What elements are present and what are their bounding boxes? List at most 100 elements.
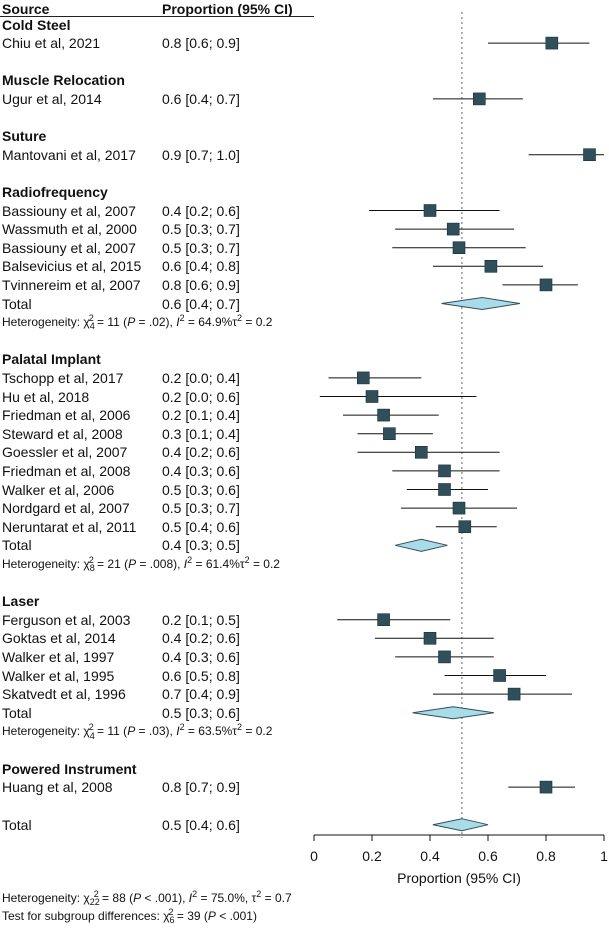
study-estimate-square bbox=[438, 650, 451, 664]
het-i-text: = 63.5%τ bbox=[184, 724, 238, 739]
x-axis-title: Proportion (95% CI) bbox=[397, 870, 521, 886]
het-df: 4 bbox=[89, 730, 95, 741]
study-estimate-square bbox=[414, 445, 428, 459]
het-tau-square: 2 bbox=[256, 889, 262, 899]
subgroup-title: Palatal Implant bbox=[2, 351, 101, 368]
het-p-text: < .001), bbox=[141, 891, 189, 905]
study-ci: 0.6 [0.4; 0.8] bbox=[162, 258, 240, 275]
het-p-text: = .02), bbox=[135, 315, 177, 330]
study-estimate-square bbox=[484, 259, 498, 273]
het-square: 2 bbox=[93, 889, 99, 899]
het-i-label: I bbox=[188, 891, 193, 905]
study-estimate-square bbox=[452, 241, 466, 254]
het-stat: = 11 ( bbox=[93, 724, 128, 739]
het-square: 2 bbox=[88, 554, 94, 565]
subgroup-total-diamond bbox=[395, 538, 448, 552]
subgroup-total-ci: 0.4 [0.3; 0.5] bbox=[162, 537, 240, 554]
het-df: 22 bbox=[89, 897, 100, 908]
study-label: Huang et al, 2008 bbox=[2, 779, 113, 796]
study-ci: 0.5 [0.3; 0.7] bbox=[162, 500, 240, 517]
het-i-text: = 75.0%, τ bbox=[197, 891, 257, 905]
study-label: Walker et al, 2006 bbox=[2, 481, 115, 498]
subgroup-differences-test: Test for subgroup differences: χ62 = 39 … bbox=[2, 907, 257, 925]
het-tau-square: 2 bbox=[237, 722, 243, 733]
study-ci: 0.5 [0.3; 0.6] bbox=[162, 481, 240, 498]
study-ci: 0.5 [0.3; 0.7] bbox=[162, 221, 240, 238]
study-ci: 0.5 [0.3; 0.7] bbox=[162, 239, 240, 256]
subgroup-heterogeneity: Heterogeneity: χ42 = 11 (P = .02), I2 = … bbox=[2, 313, 272, 331]
study-label: Steward et al, 2008 bbox=[2, 425, 123, 442]
study-estimate-square bbox=[507, 687, 521, 701]
subgroup-title: Laser bbox=[2, 593, 40, 610]
study-ci: 0.7 [0.4; 0.9] bbox=[162, 686, 240, 703]
header-rule bbox=[0, 16, 314, 17]
study-estimate-square bbox=[423, 204, 437, 217]
study-ci: 0.8 [0.6; 0.9] bbox=[162, 276, 240, 293]
study-ci: 0.2 [0.0; 0.6] bbox=[162, 388, 240, 405]
x-tick-label: 0.2 bbox=[362, 848, 382, 864]
study-label: Goessler et al, 2007 bbox=[2, 444, 128, 461]
study-label: Ferguson et al, 2003 bbox=[2, 611, 131, 628]
study-label: Bassiouny et al, 2007 bbox=[2, 202, 136, 219]
subgroup-title: Powered Instrument bbox=[2, 760, 137, 777]
het-prefix: Test for subgroup differences: χ bbox=[2, 909, 170, 923]
subgroup-total-diamond bbox=[441, 296, 520, 311]
study-ci: 0.2 [0.1; 0.4] bbox=[162, 407, 240, 424]
study-label: Mantovani et al, 2017 bbox=[2, 146, 136, 163]
proportion-column-header: Proportion (95% CI) bbox=[162, 1, 293, 17]
study-label: Skatvedt et al, 1996 bbox=[2, 686, 126, 703]
subgroup-heterogeneity: Heterogeneity: χ82 = 21 (P = .008), I2 =… bbox=[2, 555, 280, 573]
het-p-label: P bbox=[207, 909, 216, 923]
het-p-label: P bbox=[133, 891, 142, 905]
subgroup-total-ci: 0.6 [0.4; 0.7] bbox=[162, 295, 240, 312]
het-stat: = 11 ( bbox=[93, 315, 128, 330]
study-ci: 0.8 [0.7; 0.9] bbox=[162, 779, 240, 796]
subgroup-title: Muscle Relocation bbox=[2, 72, 125, 89]
study-ci: 0.4 [0.2; 0.6] bbox=[162, 202, 240, 219]
study-estimate-square bbox=[377, 408, 390, 422]
het-prefix: Heterogeneity: χ bbox=[2, 724, 90, 739]
study-estimate-square bbox=[446, 222, 460, 236]
study-ci: 0.6 [0.4; 0.7] bbox=[162, 90, 240, 107]
study-label: Neruntarat et al, 2011 bbox=[2, 518, 137, 535]
study-estimate-square bbox=[438, 464, 451, 478]
study-estimate-square bbox=[583, 148, 596, 161]
study-estimate-square bbox=[452, 501, 466, 515]
study-label: Bassiouny et al, 2007 bbox=[2, 239, 136, 256]
study-label: Nordgard et al, 2007 bbox=[2, 500, 130, 517]
x-tick-label: 0.8 bbox=[536, 848, 556, 864]
study-ci: 0.4 [0.3; 0.6] bbox=[162, 462, 240, 479]
het-df: 6 bbox=[169, 915, 175, 926]
het-df: 4 bbox=[89, 321, 95, 332]
study-label: Wassmuth et al, 2000 bbox=[2, 221, 137, 238]
study-ci: 0.2 [0.0; 0.4] bbox=[162, 369, 240, 386]
overall-total-ci: 0.5 [0.4; 0.6] bbox=[162, 816, 240, 833]
het-prefix: Heterogeneity: χ bbox=[2, 891, 90, 905]
study-estimate-square bbox=[356, 371, 370, 385]
study-estimate-square bbox=[458, 520, 472, 534]
x-tick-label: 0.6 bbox=[478, 848, 498, 864]
het-i-label: I bbox=[176, 315, 180, 330]
subgroup-total-ci: 0.5 [0.3; 0.6] bbox=[162, 704, 240, 721]
het-df: 8 bbox=[89, 563, 95, 574]
x-tick-label: 0.4 bbox=[420, 848, 440, 864]
subgroup-heterogeneity: Heterogeneity: χ42 = 11 (P = .03), I2 = … bbox=[2, 722, 272, 740]
het-square: 2 bbox=[168, 907, 174, 917]
study-estimate-square bbox=[539, 278, 553, 292]
subgroup-title: Radiofrequency bbox=[2, 183, 108, 200]
study-ci: 0.4 [0.2; 0.6] bbox=[162, 444, 240, 461]
het-p-text: < .001) bbox=[215, 909, 257, 923]
study-estimate-square bbox=[383, 427, 396, 441]
study-label: Friedman et al, 2008 bbox=[2, 462, 131, 479]
study-label: Friedman et al, 2006 bbox=[2, 407, 131, 424]
het-i-square: 2 bbox=[187, 554, 193, 565]
het-p-label: P bbox=[128, 556, 137, 571]
study-ci: 0.3 [0.1; 0.4] bbox=[162, 425, 240, 442]
study-estimate-square bbox=[423, 631, 437, 645]
het-tau-text: = 0.2 bbox=[242, 724, 273, 739]
subgroup-title: Cold Steel bbox=[2, 16, 71, 33]
study-label: Chiu et al, 2021 bbox=[2, 35, 101, 52]
het-i-text: = 64.9%τ bbox=[184, 315, 238, 330]
